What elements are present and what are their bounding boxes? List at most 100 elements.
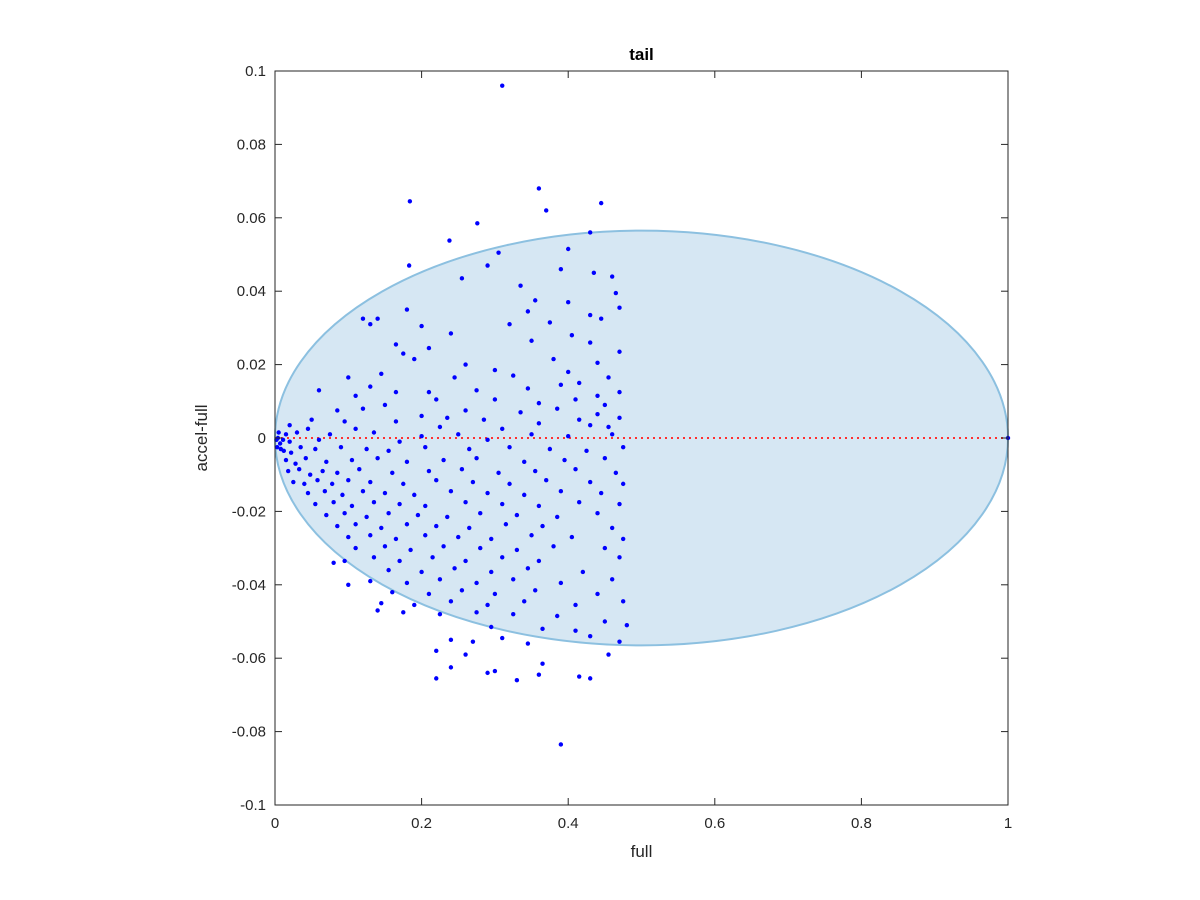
scatter-point: [307, 472, 313, 477]
scatter-point: [598, 490, 604, 496]
scatter-point: [437, 424, 443, 430]
scatter-point: [445, 415, 450, 421]
scatter-point: [283, 457, 289, 463]
scatter-point: [445, 514, 450, 520]
scatter-point: [371, 430, 377, 435]
scatter-point: [298, 444, 303, 450]
scatter-point: [404, 522, 410, 527]
scatter-point: [620, 536, 626, 542]
scatter-point: [609, 432, 615, 437]
x-tick-label: 0.6: [704, 815, 725, 832]
y-tick-label: 0.08: [237, 136, 266, 153]
scatter-point: [324, 459, 329, 465]
scatter-point: [566, 300, 571, 305]
scatter-point: [346, 534, 351, 540]
scatter-point: [606, 424, 611, 430]
scatter-point: [540, 626, 545, 632]
scatter-point: [573, 602, 578, 608]
scatter-point: [423, 444, 428, 450]
scatter-point: [555, 613, 560, 619]
scatter-point: [382, 490, 388, 496]
y-tick-label: 0: [258, 430, 266, 447]
scatter-point: [302, 481, 307, 487]
scatter-point: [617, 555, 622, 560]
scatter-point: [500, 501, 505, 507]
scatter-point: [287, 422, 292, 428]
scatter-point: [507, 481, 512, 487]
scatter-point: [371, 500, 377, 505]
x-tick-label: 0.8: [851, 815, 872, 832]
scatter-point: [368, 384, 373, 389]
scatter-point: [346, 478, 351, 483]
scatter-point: [518, 283, 523, 288]
scatter-point: [287, 439, 292, 444]
scatter-point: [496, 470, 501, 476]
scatter-point: [437, 611, 443, 617]
scatter-point: [602, 545, 608, 551]
scatter-point: [379, 525, 384, 531]
scatter-point: [368, 479, 373, 485]
scatter-point: [613, 290, 619, 296]
scatter-point: [470, 639, 476, 644]
scatter-point: [412, 602, 417, 608]
scatter-point: [617, 305, 622, 310]
scatter-point: [485, 263, 490, 268]
scatter-point: [353, 522, 358, 527]
scatter-point: [536, 421, 542, 426]
scatter-point: [511, 373, 516, 378]
scatter-point: [485, 602, 490, 608]
scatter-point: [525, 386, 531, 391]
scatter-point: [489, 569, 494, 575]
scatter-point: [511, 611, 516, 617]
scatter-point: [620, 444, 626, 450]
scatter-point: [419, 413, 424, 419]
scatter-point: [313, 446, 318, 452]
scatter-point: [587, 676, 593, 681]
scatter-point: [558, 489, 564, 494]
scatter-point: [342, 558, 347, 564]
scatter-point: [386, 448, 391, 454]
scatter-point: [353, 393, 358, 398]
scatter-point: [529, 338, 534, 343]
scatter-point: [426, 468, 432, 474]
scatter-point: [281, 448, 286, 454]
scatter-point: [434, 676, 439, 681]
scatter-point: [478, 545, 483, 551]
scatter-point: [459, 466, 465, 472]
scatter-point: [441, 457, 446, 463]
scatter-point: [485, 437, 490, 443]
scatter-point: [293, 461, 298, 466]
scatter-point: [335, 408, 340, 413]
scatter-point: [606, 375, 611, 380]
scatter-point: [346, 375, 351, 380]
scatter-point: [419, 569, 424, 575]
scatter-point: [474, 388, 479, 393]
scatter-point: [294, 430, 300, 435]
scatter-point: [598, 316, 604, 321]
scatter-point: [408, 547, 413, 553]
scatter-point: [507, 322, 512, 327]
scatter-point: [386, 567, 391, 573]
scatter-point: [511, 577, 516, 582]
scatter-point: [540, 523, 545, 529]
scatter-point: [401, 610, 406, 615]
scatter-point: [536, 503, 542, 509]
scatter-point: [360, 489, 366, 494]
scatter-point: [316, 388, 322, 393]
scatter-point: [452, 375, 457, 380]
scatter-point: [522, 492, 527, 498]
scatter-point: [291, 479, 296, 485]
scatter-point: [426, 591, 432, 597]
scatter-point: [566, 433, 571, 439]
scatter-point: [349, 503, 355, 509]
scatter-point: [404, 307, 410, 312]
y-tick-label: 0.1: [245, 63, 266, 80]
scatter-point: [276, 430, 281, 435]
scatter-point: [340, 492, 345, 498]
scatter-point: [360, 316, 366, 321]
y-tick-label: -0.02: [232, 503, 266, 520]
scatter-point: [463, 652, 468, 657]
scatter-point: [368, 578, 373, 584]
x-axis: 0 0.2 0.4 0.6 0.8 1: [271, 71, 1012, 832]
scatter-point: [404, 580, 410, 586]
